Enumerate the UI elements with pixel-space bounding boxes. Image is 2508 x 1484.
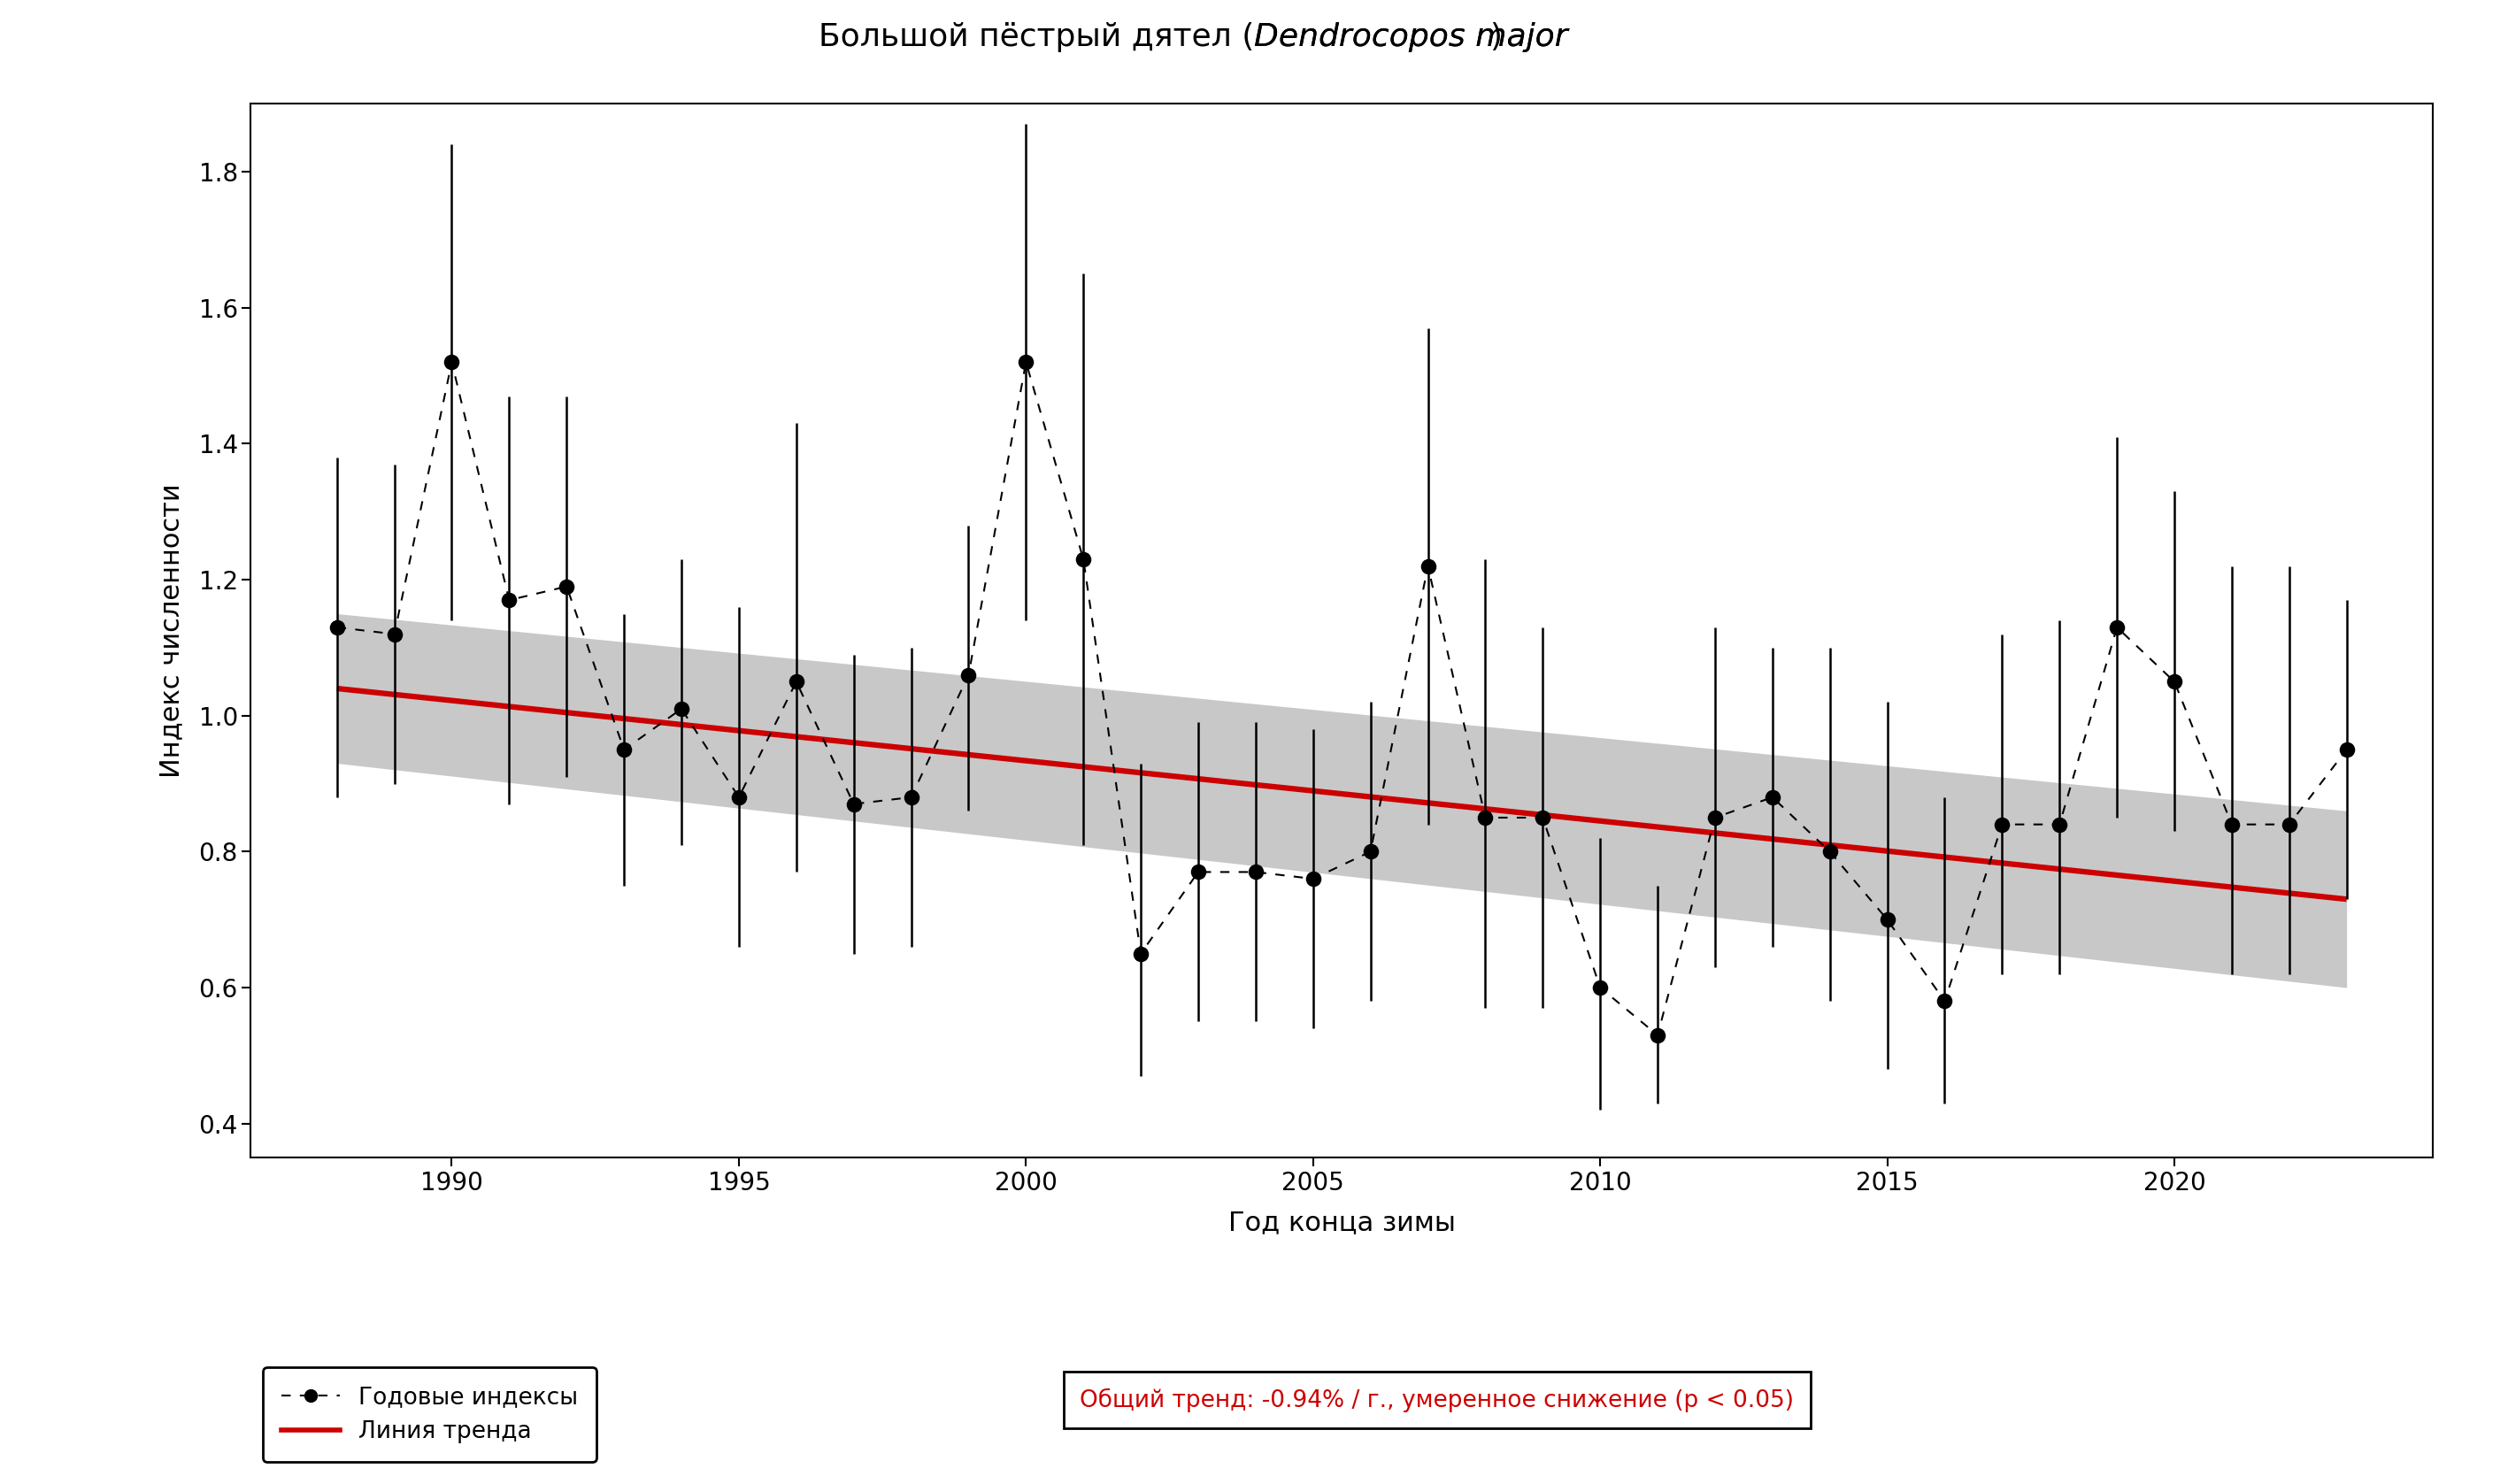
Point <box>1121 942 1161 966</box>
Point <box>1753 785 1793 809</box>
Point <box>1811 840 1851 864</box>
Point <box>833 792 873 816</box>
Point <box>374 622 414 646</box>
Point <box>431 350 472 374</box>
Point <box>1465 806 1505 830</box>
Point <box>604 738 645 761</box>
Point <box>1868 908 1909 932</box>
Legend: Годовые индексы, Линия тренда: Годовые индексы, Линия тренда <box>263 1367 597 1462</box>
Point <box>1924 990 1964 1014</box>
Point <box>1407 554 1447 577</box>
Point <box>1981 813 2021 837</box>
Point <box>2039 813 2079 837</box>
Point <box>2270 813 2310 837</box>
Text: Dendrocopos major: Dendrocopos major <box>1254 22 1568 52</box>
Point <box>662 697 702 721</box>
Point <box>2327 738 2368 761</box>
Point <box>547 574 587 598</box>
Point <box>316 616 356 640</box>
Point <box>1580 975 1620 999</box>
Point <box>2212 813 2252 837</box>
Text: Dendrocopos major: Dendrocopos major <box>1254 22 1568 52</box>
Point <box>890 785 930 809</box>
Point <box>2154 669 2194 693</box>
Point <box>2097 616 2137 640</box>
Text: Большой пёстрый дятел (: Большой пёстрый дятел ( <box>818 22 1254 52</box>
Y-axis label: Индекс численности: Индекс численности <box>158 484 183 778</box>
Point <box>1179 861 1219 884</box>
Point <box>1236 861 1277 884</box>
Point <box>1695 806 1736 830</box>
Point <box>1638 1024 1678 1048</box>
Point <box>1006 350 1046 374</box>
Point <box>1294 867 1334 890</box>
Point <box>720 785 760 809</box>
Point <box>489 588 529 611</box>
Point <box>948 663 988 687</box>
Point <box>1063 548 1104 571</box>
Point <box>1522 806 1562 830</box>
Point <box>777 669 818 693</box>
Text: ): ) <box>1490 22 1502 52</box>
Point <box>1349 840 1389 864</box>
X-axis label: Год конца зимы: Год конца зимы <box>1229 1209 1455 1236</box>
Text: Общий тренд: -0.94% / г., умеренное снижение (p < 0.05): Общий тренд: -0.94% / г., умеренное сниж… <box>1081 1388 1793 1411</box>
